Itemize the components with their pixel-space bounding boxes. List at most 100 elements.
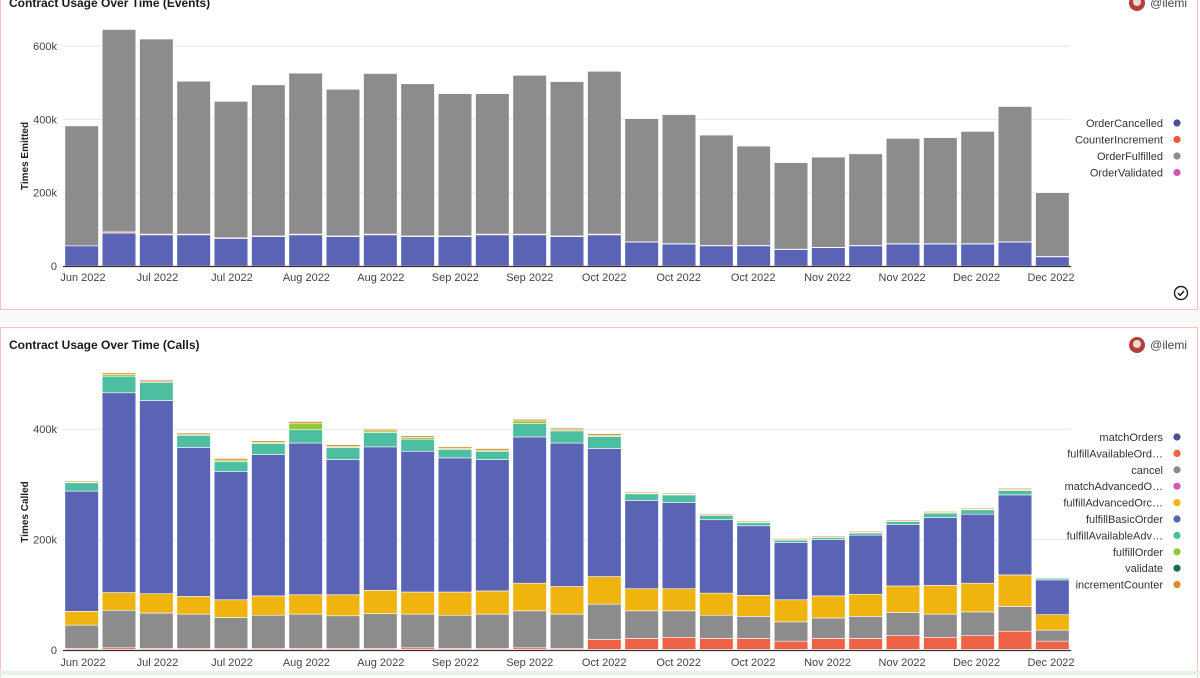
bar-segment xyxy=(625,500,659,588)
bar-segment xyxy=(625,638,659,649)
bar-segment xyxy=(214,239,248,267)
legend-swatch xyxy=(1173,581,1180,588)
legend-label: validate xyxy=(1125,563,1163,575)
bar-segment xyxy=(401,614,435,648)
bar-segment xyxy=(140,594,174,613)
x-tick-label: Dec 2022 xyxy=(953,272,1000,284)
bar-segment xyxy=(662,611,696,637)
panel-gap xyxy=(0,310,1200,327)
bar-segment xyxy=(774,163,808,250)
bar-segment xyxy=(849,535,883,594)
bar-segment xyxy=(737,526,771,596)
bar-segment xyxy=(364,614,398,649)
bar-segment xyxy=(438,458,472,592)
bar-segment xyxy=(1036,641,1070,649)
bar-segment xyxy=(289,430,323,443)
legend-swatch xyxy=(1173,532,1180,539)
bar-segment xyxy=(812,596,846,618)
bar-segment xyxy=(140,382,174,400)
x-tick-label: Jul 2022 xyxy=(211,272,253,284)
bar-segment xyxy=(65,625,99,648)
bar-segment xyxy=(252,441,286,443)
x-tick-label: Jul 2022 xyxy=(137,272,179,284)
bar-segment xyxy=(364,235,398,266)
bar-segment xyxy=(177,447,211,596)
legend-swatch xyxy=(1173,515,1180,522)
bar-segment xyxy=(662,493,696,494)
bar-segment xyxy=(102,610,136,648)
bar-segment xyxy=(588,235,622,266)
bar-segment xyxy=(812,540,846,596)
bar-segment xyxy=(401,436,435,438)
x-tick-label: Jun 2022 xyxy=(60,272,105,284)
bar-segment xyxy=(886,138,920,243)
bar-segment xyxy=(513,75,547,234)
bar-segment xyxy=(102,233,136,266)
legend-swatch xyxy=(1173,119,1180,126)
check-circle-icon[interactable] xyxy=(1173,285,1189,301)
bar-segment xyxy=(625,494,659,501)
bar-segment xyxy=(401,592,435,614)
bar-segment xyxy=(326,447,360,459)
bar-segment xyxy=(438,237,472,266)
bar-segment xyxy=(737,246,771,266)
x-tick-label: Oct 2022 xyxy=(656,272,701,284)
bar-segment xyxy=(65,246,99,266)
calls-chart-panel: Contract Usage Over Time (Calls) @ilemi … xyxy=(0,327,1198,677)
legend-swatch xyxy=(1173,499,1180,506)
bar-segment xyxy=(625,589,659,611)
x-tick-label: Jun 2022 xyxy=(60,657,105,669)
y-tick-label: 200k xyxy=(33,188,57,200)
bar-segment xyxy=(662,495,696,503)
bar-segment xyxy=(998,606,1032,631)
bar-segment xyxy=(849,246,883,266)
bar-segment xyxy=(1036,257,1070,266)
bar-segment xyxy=(513,424,547,437)
bar-segment xyxy=(214,101,248,237)
bar-segment xyxy=(774,622,808,641)
x-tick-label: Nov 2022 xyxy=(804,657,851,669)
bar-segment xyxy=(924,614,958,637)
legend-swatch xyxy=(1173,483,1180,490)
x-tick-label: Sep 2022 xyxy=(506,657,553,669)
bar-segment xyxy=(625,611,659,639)
x-tick-label: Oct 2022 xyxy=(582,657,627,669)
x-tick-label: Sep 2022 xyxy=(432,657,479,669)
x-tick-label: Sep 2022 xyxy=(432,272,479,284)
bar-segment xyxy=(102,373,136,375)
bar-segment xyxy=(65,481,99,482)
bar-segment xyxy=(550,587,584,615)
bar-segment xyxy=(886,586,920,612)
bar-segment xyxy=(662,589,696,611)
bar-segment xyxy=(476,451,510,459)
bar-segment xyxy=(625,492,659,493)
bar-segment xyxy=(774,250,808,267)
bar-segment xyxy=(1036,580,1070,615)
bar-segment xyxy=(774,538,808,539)
x-tick-label: Oct 2022 xyxy=(731,272,776,284)
bar-segment xyxy=(924,511,958,512)
bar-segment xyxy=(102,393,136,593)
bar-segment xyxy=(177,81,211,234)
bar-segment xyxy=(513,583,547,611)
bar-segment xyxy=(326,616,360,649)
bar-segment xyxy=(326,89,360,236)
bar-segment xyxy=(438,592,472,615)
bar-segment xyxy=(476,460,510,591)
y-axis-label: Times Emitted xyxy=(20,122,31,190)
bar-segment xyxy=(252,615,286,648)
bar-segment xyxy=(140,235,174,266)
bar-segment xyxy=(252,444,286,455)
bar-segment xyxy=(65,483,99,491)
bar-segment xyxy=(812,537,846,539)
bar-segment xyxy=(998,107,1032,242)
bar-segment xyxy=(476,591,510,614)
bar-segment xyxy=(625,119,659,242)
x-tick-label: Jul 2022 xyxy=(137,657,179,669)
bar-segment xyxy=(700,246,734,266)
bar-segment xyxy=(550,237,584,266)
bar-segment xyxy=(588,71,622,234)
bar-segment xyxy=(252,85,286,236)
